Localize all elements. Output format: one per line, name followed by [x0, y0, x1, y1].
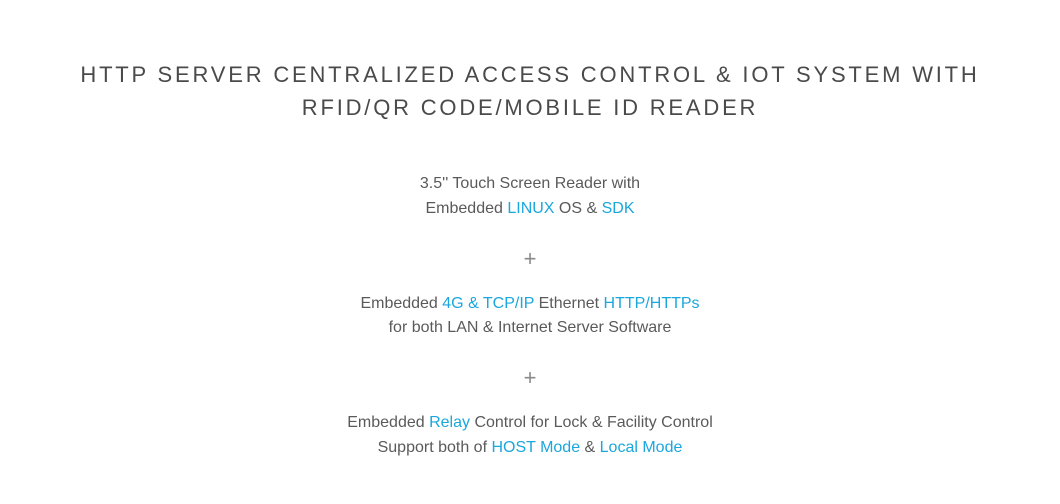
text: Ethernet: [534, 295, 603, 312]
text: Control for Lock & Facility Control: [470, 414, 713, 431]
block1-line2: Embedded LINUX OS & SDK: [0, 197, 1060, 222]
text: OS &: [554, 200, 601, 217]
title-line-1: HTTP SERVER CENTRALIZED ACCESS CONTROL &…: [80, 62, 903, 87]
block3-line1: Embedded Relay Control for Lock & Facili…: [0, 411, 1060, 436]
feature-block-3: Embedded Relay Control for Lock & Facili…: [0, 411, 1060, 461]
block2-line2: for both LAN & Internet Server Software: [0, 316, 1060, 341]
text: 3.5'' Touch Screen Reader with: [420, 175, 640, 192]
accent-relay: Relay: [429, 414, 470, 431]
accent-4g-tcpip: 4G & TCP/IP: [442, 295, 534, 312]
accent-host-mode: HOST Mode: [491, 439, 580, 456]
accent-linux: LINUX: [507, 200, 554, 217]
plus-divider-2: +: [0, 367, 1060, 389]
feature-block-2: Embedded 4G & TCP/IP Ethernet HTTP/HTTPs…: [0, 292, 1060, 342]
page-title: HTTP SERVER CENTRALIZED ACCESS CONTROL &…: [80, 58, 980, 124]
block1-line1: 3.5'' Touch Screen Reader with: [0, 172, 1060, 197]
text: Embedded: [426, 200, 508, 217]
block2-line1: Embedded 4G & TCP/IP Ethernet HTTP/HTTPs: [0, 292, 1060, 317]
accent-http-https: HTTP/HTTPs: [604, 295, 700, 312]
text: Support both of: [378, 439, 492, 456]
text: &: [580, 439, 600, 456]
accent-local-mode: Local Mode: [600, 439, 683, 456]
feature-block-1: 3.5'' Touch Screen Reader with Embedded …: [0, 172, 1060, 222]
text: for both LAN & Internet Server Software: [389, 319, 672, 336]
accent-sdk: SDK: [602, 200, 635, 217]
text: Embedded: [347, 414, 429, 431]
text: Embedded: [360, 295, 442, 312]
plus-divider-1: +: [0, 248, 1060, 270]
block3-line2: Support both of HOST Mode & Local Mode: [0, 436, 1060, 461]
feature-blocks: 3.5'' Touch Screen Reader with Embedded …: [0, 172, 1060, 461]
page-root: HTTP SERVER CENTRALIZED ACCESS CONTROL &…: [0, 0, 1060, 461]
